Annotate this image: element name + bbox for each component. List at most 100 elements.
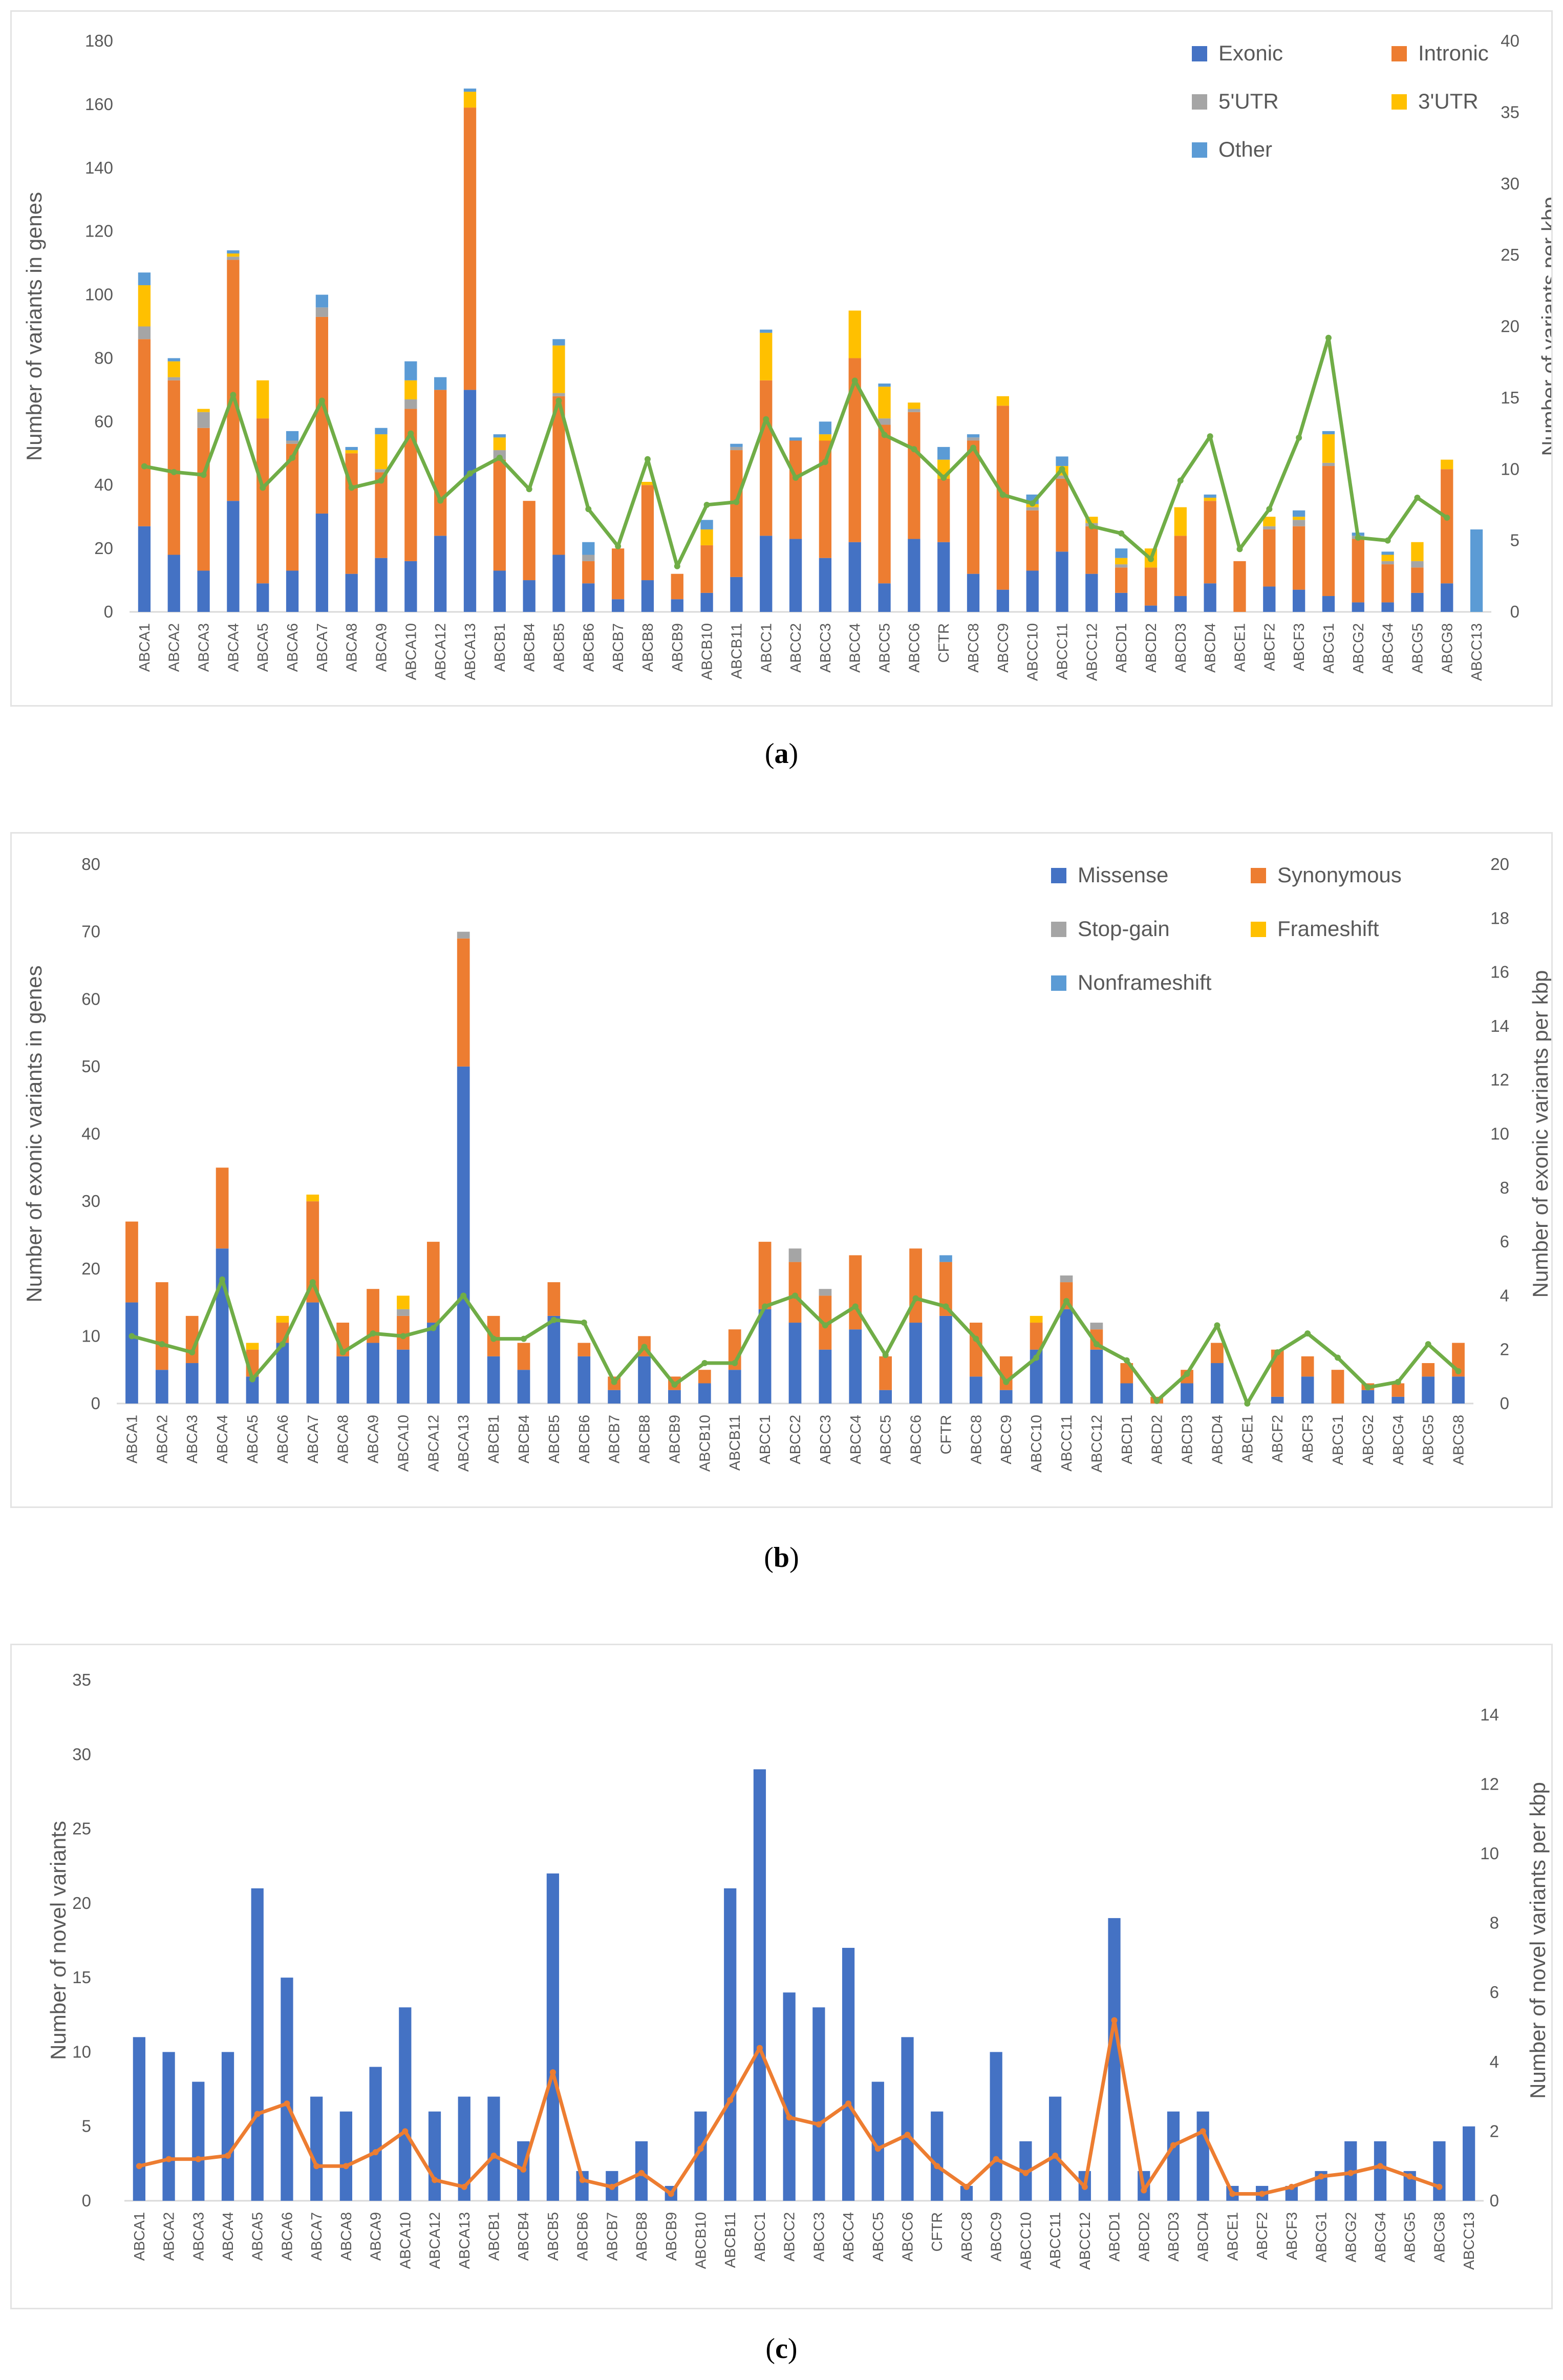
line-point [1347,2170,1354,2176]
x-tick-label: ABCC1 [758,623,775,673]
bar-segment [375,558,388,612]
bar-segment [908,539,920,612]
bar-segment [167,377,180,380]
legend-label: Other [1218,137,1272,161]
y2-axis-title: Number of novel variants per kbp [1526,1782,1550,2099]
bar-segment [1085,573,1098,612]
bar-segment [1422,1363,1435,1377]
bar-segment [788,1323,802,1404]
bar-segment [227,501,240,612]
x-tick-label: ABCB7 [604,2212,620,2261]
x-tick-label: ABCC11 [1059,1415,1075,1472]
x-tick-label: ABCA13 [457,2212,473,2269]
x-tick-label: ABCC10 [1025,623,1041,681]
label-letter: c [775,2333,788,2365]
x-tick-label: ABCB4 [516,1415,532,1463]
bar-segment [227,257,240,260]
bar-segment [730,577,743,612]
x-tick-label: ABCC12 [1084,623,1100,681]
bar-segment [546,1873,560,2201]
line-point [1184,1371,1190,1377]
x-tick-label: ABCB6 [581,623,597,672]
bar-segment [1167,2111,1180,2201]
bar-segment [315,513,329,612]
bar-segment [789,440,802,539]
y-tick-label: 0 [104,602,113,621]
bar-segment [641,485,654,581]
legend-swatch [1051,868,1066,883]
x-tick-label: ABCD1 [1119,1415,1136,1464]
bar-segment [138,272,151,285]
line-point [195,2156,202,2162]
y-tick-label: 15 [72,1968,91,1987]
bar-segment [192,2081,205,2201]
x-tick-label: ABCD2 [1136,2212,1152,2262]
bar-segment [434,390,447,536]
x-tick-label: ABCD2 [1143,623,1160,673]
bar-segment [1211,1343,1224,1364]
x-tick-label: ABCB9 [663,2212,680,2261]
x-tick-label: ABCB11 [722,2212,739,2268]
bar-segment [138,526,151,612]
bar-segment [1120,1383,1133,1404]
bar-segment [404,380,417,399]
line-point [1335,1354,1341,1361]
bar-segment [133,2037,145,2201]
x-tick-label: ABCA4 [215,1415,231,1463]
line-point [1444,515,1450,521]
x-tick-label: ABCC3 [818,1415,834,1464]
bar-segment [1452,1376,1465,1404]
y-tick-label: 10 [81,1326,100,1345]
x-tick-label: CFTR [938,1415,954,1454]
bar-segment [1301,1376,1314,1404]
x-tick-label: ABCC5 [877,623,893,673]
line-point [732,1360,738,1367]
label-letter: a [774,738,789,770]
bar-segment [848,542,861,612]
bar-segment [457,1066,470,1404]
y-axis-title: Number of variants in genes [22,192,46,461]
y2-tick-label: 4 [1500,1286,1509,1305]
line-point [763,416,769,422]
bar-segment [990,2052,1002,2201]
bar-segment [1441,459,1453,470]
x-tick-label: ABCA12 [427,2212,443,2269]
bar-segment [789,539,802,612]
x-tick-label: CFTR [929,2212,946,2251]
line-point [1244,1400,1251,1407]
x-tick-label: ABCE1 [1239,1415,1256,1463]
y2-tick-label: 14 [1490,1016,1509,1035]
y2-axis-title: Number of variants per kbp [1537,197,1551,456]
line-point [1325,334,1332,341]
bar-segment [931,2111,944,2201]
line-point [521,1335,527,1342]
line-point [1355,535,1361,541]
bar-segment [1381,555,1394,561]
legend-swatch [1391,94,1407,110]
bar-segment [336,1356,350,1404]
x-tick-label: ABCG2 [1343,2212,1359,2262]
line-point [1384,537,1391,544]
line-point [1153,1397,1160,1404]
x-tick-label: ABCC4 [848,1415,864,1464]
bar-segment [315,307,329,317]
x-tick-label: ABCA6 [285,623,301,672]
bar-segment [1115,567,1128,593]
legend-swatch [1251,868,1266,883]
line-point [882,1352,889,1358]
x-tick-label: ABCA5 [250,2212,266,2261]
x-tick-label: ABCC6 [906,623,923,673]
bar-segment [700,520,713,529]
x-tick-label: ABCA7 [305,1415,322,1463]
y2-tick-label: 6 [1500,1232,1509,1251]
line-point [318,397,325,404]
x-tick-label: ABCC8 [966,623,982,673]
bar-segment [523,580,536,612]
line-point [1063,1298,1069,1304]
x-tick-label: ABCC2 [788,623,804,673]
x-tick-label: ABCA5 [245,1415,261,1463]
line-point [284,2100,290,2107]
bar-segment [345,450,358,454]
bar-segment [1374,2141,1387,2201]
x-tick-label: ABCA10 [397,2212,414,2269]
